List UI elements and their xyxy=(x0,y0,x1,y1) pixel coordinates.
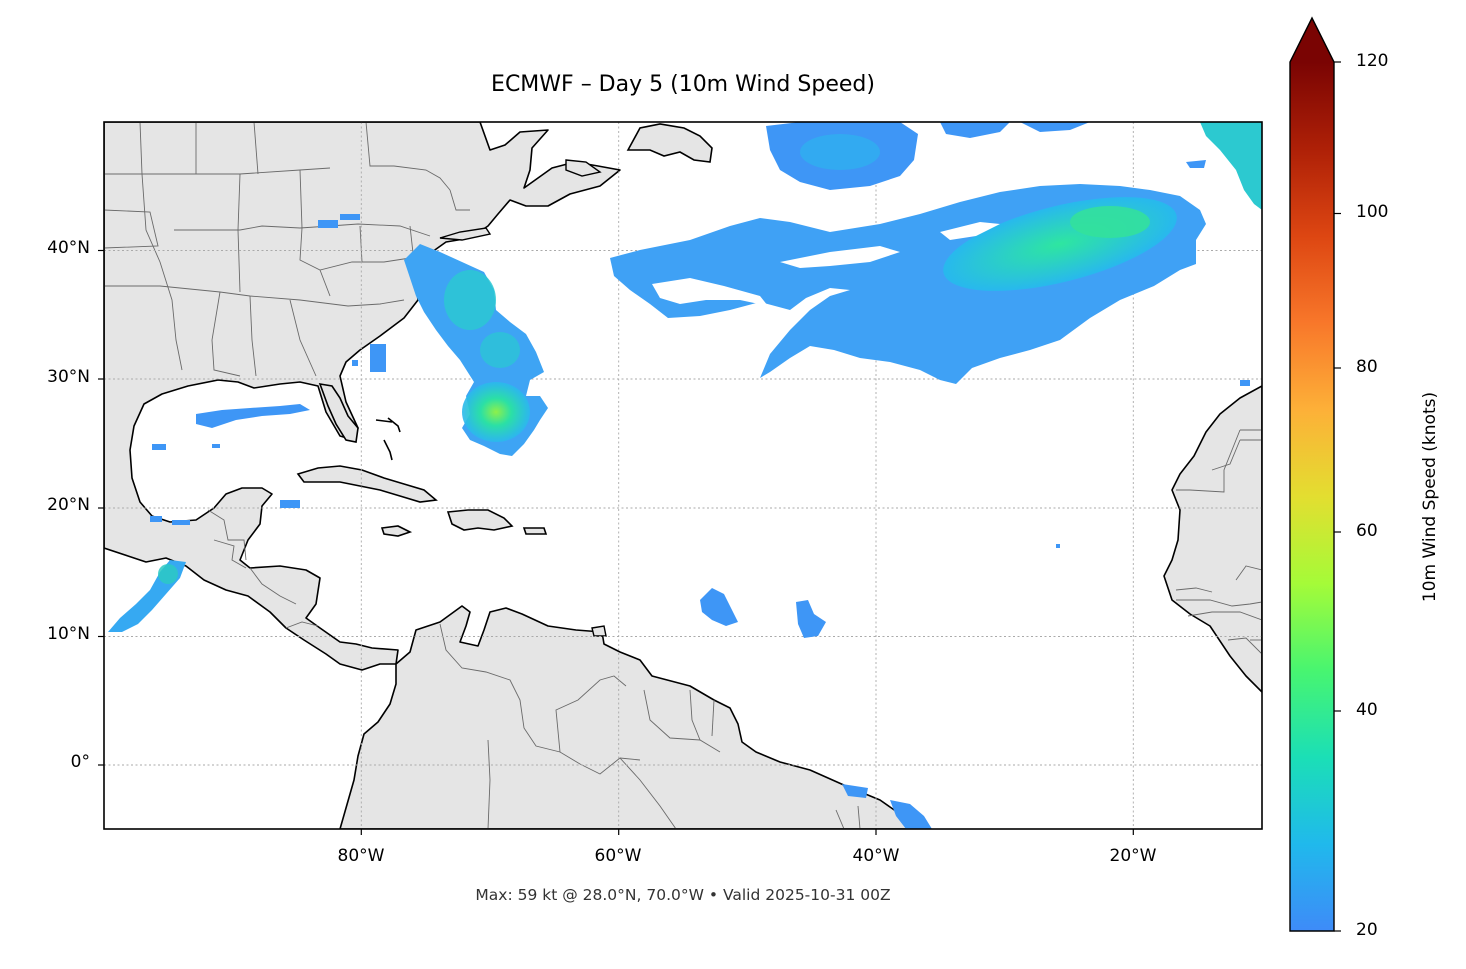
colorbar-label: 10m Wind Speed (knots) xyxy=(1420,391,1440,603)
colorbar-tick-label: 60 xyxy=(1356,521,1378,541)
map-frame xyxy=(103,121,1263,830)
colorbar-tick-label: 120 xyxy=(1356,51,1389,71)
lat-tick-label: 20°N xyxy=(47,495,90,515)
wind-maximum-core xyxy=(462,382,530,442)
north-america-landmass xyxy=(104,122,621,671)
wind-patch-tropical-1 xyxy=(700,588,738,626)
newfoundland xyxy=(626,123,713,163)
wind-patch-gulf xyxy=(196,404,310,428)
florida xyxy=(318,382,359,443)
cape-breton xyxy=(565,159,602,177)
jamaica xyxy=(380,525,413,537)
axis-tick-marks xyxy=(98,249,1134,835)
bahamas xyxy=(375,417,401,461)
trinidad xyxy=(591,625,607,637)
map-area xyxy=(104,122,1262,829)
wind-patch-south xyxy=(842,784,932,829)
africa-landmass xyxy=(1163,385,1262,693)
colorbar xyxy=(1289,16,1341,932)
lon-tick-label: 80°W xyxy=(337,846,385,866)
cuba xyxy=(296,465,438,503)
lon-tick-label: 60°W xyxy=(594,846,642,866)
wind-patch-northeast xyxy=(1200,122,1262,210)
colorbar-tick-label: 80 xyxy=(1356,357,1378,377)
colorbar-tick-label: 40 xyxy=(1356,700,1378,720)
chart-title: ECMWF – Day 5 (10m Wind Speed) xyxy=(491,72,875,97)
wind-speed-field xyxy=(108,122,1262,829)
puerto-rico xyxy=(522,527,548,535)
lat-tick-label: 30°N xyxy=(47,367,90,387)
south-america-landmass xyxy=(339,605,917,829)
political-borders xyxy=(104,122,1262,829)
colorbar-gradient xyxy=(1290,62,1334,931)
lat-tick-label: 0° xyxy=(70,752,90,772)
long-island xyxy=(439,227,492,241)
colorbar-extend-arrow xyxy=(1290,18,1334,62)
max-wind-caption: Max: 59 kt @ 28.0°N, 70.0°W • Valid 2025… xyxy=(475,886,891,904)
hispaniola xyxy=(446,509,514,531)
lat-tick-label: 10°N xyxy=(47,624,90,644)
lat-tick-label: 40°N xyxy=(47,238,90,258)
colorbar-tick-label: 100 xyxy=(1356,202,1389,222)
wind-patch-tropical-2 xyxy=(796,600,826,638)
lon-tick-label: 40°W xyxy=(852,846,900,866)
colorbar-tick-label: 20 xyxy=(1356,920,1378,940)
lon-tick-label: 20°W xyxy=(1109,846,1157,866)
